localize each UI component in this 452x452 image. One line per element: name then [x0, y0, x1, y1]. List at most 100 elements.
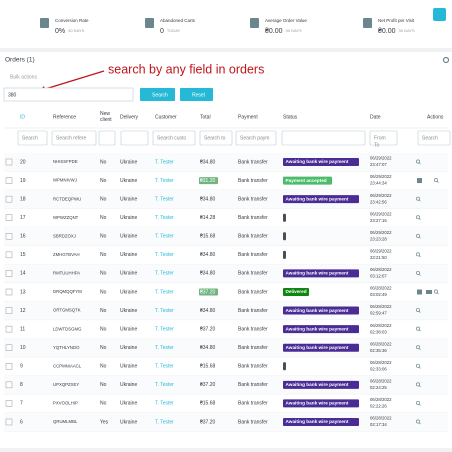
reset-button[interactable]: [180, 88, 213, 101]
row-checkbox[interactable]: [5, 325, 13, 333]
view-icon[interactable]: [416, 308, 420, 313]
row-checkbox[interactable]: [5, 381, 13, 389]
row-checkbox[interactable]: [5, 418, 13, 426]
column-header: New client: [100, 111, 112, 123]
view-icon[interactable]: [434, 289, 438, 294]
view-icon[interactable]: [416, 419, 420, 424]
refresh-button[interactable]: [433, 8, 446, 21]
row-checkbox[interactable]: [5, 288, 13, 296]
order-status: Awaiting bank wire payment: [286, 382, 349, 387]
view-icon[interactable]: [416, 233, 420, 238]
row-checkbox[interactable]: [5, 214, 13, 221]
order-date: 06/28/2022: [370, 416, 392, 421]
search-button-label: Search: [152, 92, 168, 98]
order-time: 03:12:07: [370, 274, 387, 279]
filter-placeholder: Search custo: [157, 135, 186, 141]
row-checkbox[interactable]: [5, 251, 13, 259]
status-badge[interactable]: [283, 287, 309, 296]
status-badge[interactable]: [283, 325, 359, 334]
order-payment: Bank transfer: [238, 289, 268, 295]
view-icon[interactable]: [416, 363, 420, 368]
view-icon[interactable]: [416, 215, 420, 220]
order-id: 7: [20, 401, 23, 407]
search-button[interactable]: [140, 88, 175, 101]
delivery-icon[interactable]: [426, 289, 432, 294]
filter-input[interactable]: [17, 130, 48, 146]
filter-input[interactable]: [281, 130, 366, 146]
order-delivery: Ukraine: [120, 234, 137, 240]
view-icon[interactable]: [434, 178, 438, 183]
invoice-icon[interactable]: [417, 178, 422, 184]
status-badge[interactable]: [283, 380, 359, 389]
row-bg: [4, 190, 448, 209]
view-icon[interactable]: [416, 400, 420, 405]
row-checkbox[interactable]: [5, 400, 13, 407]
order-customer: T. Tester: [155, 308, 174, 314]
view-icon-handle: [418, 273, 421, 276]
order-id: 19: [20, 178, 26, 184]
kpi-label: Net Profit per Visit: [378, 18, 415, 23]
view-icon[interactable]: [416, 345, 420, 350]
status-badge[interactable]: [283, 213, 286, 222]
filter-input[interactable]: [120, 130, 149, 146]
order-total: ₴14.28: [200, 215, 216, 221]
view-icon[interactable]: [416, 159, 420, 164]
view-icon[interactable]: [416, 270, 420, 275]
row-checkbox[interactable]: [5, 195, 13, 203]
filter-input[interactable]: [51, 130, 97, 146]
order-delivery: Ukraine: [120, 382, 137, 388]
filter-input[interactable]: [152, 130, 196, 146]
order-new-client: No: [100, 364, 107, 370]
status-badge[interactable]: [283, 195, 359, 204]
view-icon[interactable]: [416, 382, 420, 387]
row-checkbox[interactable]: [5, 344, 13, 351]
status-badge[interactable]: [283, 232, 286, 241]
status-badge[interactable]: [283, 306, 359, 315]
row-checkbox[interactable]: [5, 177, 13, 184]
view-icon-handle: [418, 311, 421, 313]
filter-input[interactable]: [369, 130, 398, 146]
view-icon[interactable]: [416, 196, 420, 201]
row-bg: [4, 153, 448, 172]
status-badge[interactable]: [283, 176, 332, 185]
status-badge[interactable]: [283, 399, 359, 408]
order-id: 9: [20, 364, 23, 370]
kpi-period: 30 DAYS: [399, 28, 415, 33]
view-icon[interactable]: [416, 252, 420, 257]
row-checkbox[interactable]: [5, 158, 13, 166]
order-status: Awaiting bank wire payment: [286, 159, 349, 164]
order-delivery: Ukraine: [120, 364, 137, 370]
row-checkbox[interactable]: [5, 363, 13, 370]
kpi-period: 30 DAYS: [68, 28, 84, 33]
order-total: ₴34.80: [200, 252, 216, 258]
filter-input[interactable]: [199, 130, 233, 146]
status-badge[interactable]: [283, 417, 359, 426]
row-checkbox[interactable]: [5, 307, 13, 314]
order-id: 14: [20, 271, 26, 277]
invoice-icon[interactable]: [417, 289, 422, 295]
order-time: 23:44:34: [370, 181, 387, 186]
row-checkbox[interactable]: [5, 270, 13, 277]
order-date: 06/28/2022: [370, 397, 392, 402]
status-badge[interactable]: [283, 269, 359, 278]
row-bg: [4, 412, 448, 432]
order-delivery: Ukraine: [120, 252, 137, 258]
filter-input[interactable]: [235, 130, 277, 146]
view-icon-handle: [418, 422, 421, 425]
filter-input[interactable]: [98, 130, 116, 146]
filter-input[interactable]: [417, 130, 451, 146]
view-icon[interactable]: [416, 326, 420, 331]
bulk-actions[interactable]: Bulk actions: [10, 74, 37, 80]
status-badge[interactable]: [283, 362, 286, 371]
status-badge[interactable]: [283, 158, 359, 166]
search-input[interactable]: [3, 87, 134, 102]
order-reference: DRQMQQFYM: [53, 289, 82, 294]
status-badge[interactable]: [283, 343, 359, 352]
row-checkbox[interactable]: [5, 233, 13, 240]
settings-icon[interactable]: [442, 56, 450, 64]
status-badge[interactable]: [283, 250, 286, 259]
order-new-client: No: [100, 271, 107, 277]
order-reference: LDWTDSGMG: [53, 326, 82, 331]
order-status: Awaiting bank wire payment: [286, 308, 349, 313]
